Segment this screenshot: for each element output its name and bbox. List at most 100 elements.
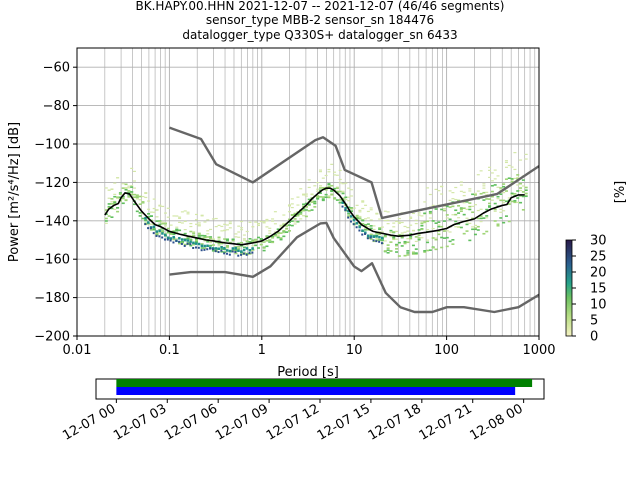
density-cell: [468, 202, 472, 204]
density-cell: [217, 240, 221, 242]
density-cell: [262, 249, 266, 252]
density-cell: [490, 190, 494, 193]
density-cell: [473, 192, 477, 195]
density-cell: [366, 237, 369, 240]
density-cell: [180, 240, 184, 243]
density-cell: [293, 221, 297, 223]
density-cell: [290, 203, 294, 205]
density-cell: [121, 187, 125, 189]
colorbar-tick-label: 30: [590, 234, 607, 249]
density-cell: [107, 205, 111, 208]
density-cell: [251, 245, 255, 247]
timeline-tick-label: 12-07 09: [213, 401, 271, 443]
density-cell: [307, 210, 311, 212]
density-cell: [411, 253, 415, 255]
density-cell: [521, 209, 525, 211]
density-cell: [488, 206, 492, 208]
density-cell: [127, 194, 131, 196]
density-cell: [172, 233, 176, 236]
density-cell: [141, 217, 145, 220]
plot-background: [77, 48, 539, 336]
density-cell: [333, 171, 337, 173]
density-cell: [504, 160, 508, 162]
density-cell: [144, 196, 148, 199]
density-cell: [316, 196, 320, 198]
density-cell: [321, 198, 325, 200]
density-cell: [341, 190, 345, 192]
density-cell: [251, 240, 255, 242]
density-cell: [175, 228, 179, 231]
density-cell: [161, 205, 165, 208]
density-cell: [442, 237, 446, 239]
density-cell: [104, 220, 108, 222]
density-cell: [426, 239, 430, 241]
density-cell: [152, 228, 156, 231]
density-cell: [172, 215, 176, 217]
density-cell: [513, 200, 517, 202]
density-cell: [440, 208, 444, 211]
density-cell: [504, 161, 508, 164]
density-cell: [344, 207, 347, 210]
density-cell: [124, 183, 128, 186]
density-cell: [369, 236, 372, 239]
density-cell: [197, 242, 201, 246]
density-cell: [397, 234, 401, 236]
density-cell: [248, 241, 252, 243]
density-cell: [237, 231, 241, 233]
density-cell: [155, 234, 158, 237]
density-cell: [110, 203, 114, 205]
density-cell: [203, 221, 207, 223]
density-cell: [178, 216, 182, 218]
density-cell: [172, 238, 176, 241]
density-cell: [282, 224, 286, 226]
density-cell: [163, 222, 167, 225]
density-cell: [473, 224, 477, 226]
density-cell: [445, 217, 449, 219]
density-cell: [251, 241, 255, 243]
density-cell: [265, 226, 269, 228]
density-cell: [296, 196, 300, 198]
density-cell: [152, 232, 155, 235]
density-cell: [403, 231, 407, 233]
density-cell: [338, 178, 342, 181]
density-cell: [290, 224, 294, 227]
density-cell: [220, 245, 223, 249]
density-cell: [152, 198, 156, 200]
density-cell: [200, 243, 204, 245]
density-cell: [282, 214, 286, 216]
density-cell: [437, 225, 441, 228]
density-cell: [347, 196, 351, 198]
density-cell: [448, 218, 452, 221]
density-cell: [324, 188, 328, 191]
density-cell: [437, 221, 441, 223]
density-cell: [414, 219, 418, 221]
density-cell: [468, 205, 472, 208]
density-cell: [158, 205, 162, 207]
density-cell: [254, 240, 258, 242]
density-cell: [417, 214, 421, 216]
density-cell: [369, 227, 373, 230]
colorbar-tick-label: 10: [590, 298, 607, 313]
density-cell: [161, 222, 165, 225]
density-cell: [335, 199, 339, 201]
density-cell: [327, 195, 331, 197]
density-cell: [417, 212, 421, 214]
density-cell: [451, 192, 455, 194]
density-cell: [302, 208, 306, 210]
density-cell: [287, 218, 291, 221]
density-cell: [471, 205, 475, 208]
density-cell: [411, 212, 415, 215]
density-cell: [366, 210, 370, 213]
density-cell: [349, 218, 353, 220]
density-cell: [135, 194, 139, 196]
density-cell: [324, 196, 328, 198]
density-cell: [214, 217, 218, 220]
density-cell: [473, 228, 477, 231]
density-cell: [220, 230, 224, 232]
density-cell: [304, 193, 308, 195]
density-cell: [490, 199, 494, 201]
density-cell: [465, 208, 469, 210]
density-cell: [409, 217, 413, 219]
density-cell: [254, 244, 258, 247]
density-cell: [513, 193, 517, 195]
